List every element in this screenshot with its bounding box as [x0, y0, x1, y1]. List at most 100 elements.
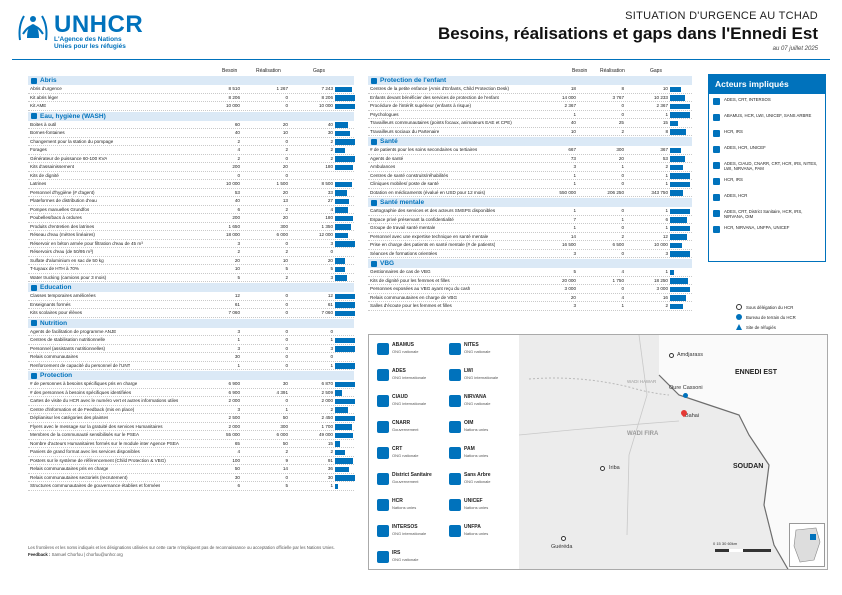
gap-value: 1: [665, 269, 668, 274]
table-row: Personnes exposées au VBG ayant reçu du …: [368, 285, 692, 294]
org-tagline: L'Agence des Nations Unies pour les réfug…: [54, 36, 126, 50]
row-label: Plateformes de distribution d'eau: [30, 198, 97, 203]
besoin-value: 55 000: [225, 432, 240, 437]
table-row: Posters sur le système de référencement …: [28, 457, 354, 465]
sector-icon: [713, 210, 720, 217]
gap-bar: [335, 310, 355, 316]
realisation-value: 9: [285, 457, 288, 463]
actors-title: Acteurs impliqués: [709, 75, 825, 94]
besoin-value: 6 900: [228, 389, 241, 395]
gap-value: 8 500: [321, 181, 334, 186]
section-header: Protection de l'enfant: [368, 76, 692, 85]
realisation-value: 0: [285, 310, 288, 315]
actors-panel: Acteurs impliqués ADES, CRT, INTERSOS ABA…: [708, 74, 826, 262]
gap-value: 2 000: [321, 398, 334, 403]
map-scale: 0 15 30 60km: [713, 541, 738, 546]
table-row: Latrines 10 000 1 500 8 500: [28, 180, 354, 189]
table-row: Pompes manuelles Grundfos 6 2 4: [28, 206, 354, 214]
gap-bar: [335, 466, 350, 472]
gap-value: 15: [662, 120, 668, 125]
realisation-value: 8: [621, 86, 624, 91]
gap-bar: [335, 215, 353, 221]
map-marker-iriba[interactable]: [600, 466, 605, 471]
realisation-value: 1 750: [612, 277, 625, 283]
map-label-bahai: Bahai: [685, 413, 700, 419]
middle-table: Besoin Réalisation Gaps Protection de l'…: [368, 66, 692, 311]
gap-value: 7 060: [321, 310, 334, 315]
gap-value: 343 750: [651, 189, 668, 195]
row-label: Flyers avec le message sur la gratuité d…: [30, 423, 163, 429]
table-row: Gestionnaires de cas de VBG 5 4 1: [368, 268, 692, 277]
sector-icon: [713, 114, 720, 121]
realisation-value: 10: [282, 257, 288, 263]
table-row: Centres de la petite enfance (Amis d'Enf…: [368, 85, 692, 94]
realisation-value: 0: [285, 354, 288, 359]
table-row: # de patients pour les soins secondaires…: [368, 146, 692, 155]
besoin-value: 3: [237, 345, 240, 351]
report-supertitle: SITUATION D'URGENCE AU TCHAD: [625, 10, 818, 22]
realisation-value: 0: [285, 337, 288, 342]
inset-map: [789, 523, 825, 567]
gap-bar: [670, 269, 674, 275]
row-label: Cliniques mobiles/ poste de santé: [370, 181, 439, 186]
row-label: Séances de formations orientées: [370, 250, 438, 256]
partner-logo-icon: [449, 447, 461, 459]
left-table: Besoin Réalisation Gaps Abris Abris d'urg…: [28, 66, 355, 491]
map-marker-oure-cassoni[interactable]: [683, 393, 688, 398]
partner-item: INTERSOS ONG internationale: [377, 524, 451, 537]
gap-value: 12: [327, 293, 333, 298]
gap-value: 2: [330, 406, 333, 412]
gap-value: 8 206: [321, 94, 334, 100]
table-row: Structures communautaires de gouvernance…: [28, 482, 354, 491]
row-label: Personnes exposées au VBG ayant reçu du …: [370, 286, 471, 291]
besoin-value: 5: [573, 269, 576, 274]
column-gaps: Gaps: [650, 68, 662, 74]
besoin-value: 73: [570, 155, 576, 161]
gap-bar: [335, 302, 355, 308]
gap-bar: [670, 95, 685, 101]
map-marker-amdjarass[interactable]: [669, 353, 674, 358]
partner-item: CNARR Gouvernement: [377, 420, 451, 433]
realisation-value: 0: [621, 250, 624, 256]
table-row: Cliniques mobiles/ poste de santé 1 0 1: [368, 180, 692, 189]
gap-value: 10: [662, 86, 668, 91]
besoin-value: 3: [573, 164, 576, 169]
realisation-value: 2: [285, 206, 288, 212]
partner-item: HCR Nations unies: [377, 498, 451, 511]
legend-item: Sous délégation du HCR: [736, 302, 836, 312]
gap-value: 0: [330, 328, 333, 334]
partner-logo-icon: [377, 343, 389, 355]
row-label: Posters sur le système de référencement …: [30, 457, 166, 463]
sector-icon: [31, 320, 37, 326]
gap-bar: [670, 208, 690, 214]
realisation-value: 10: [282, 130, 288, 135]
area-map[interactable]: ABAMUS ONG nationale NITES ONG nationale ADE…: [368, 334, 828, 570]
gap-bar: [670, 181, 690, 187]
gap-value: 53: [662, 155, 668, 161]
realisation-value: 1: [621, 164, 624, 169]
realisation-value: 0: [621, 286, 624, 291]
gap-value: 2 509: [321, 389, 334, 395]
gap-bar: [335, 449, 345, 455]
gap-value: 3: [330, 240, 333, 246]
table-row: Kits d'assainissement 200 20 180: [28, 163, 354, 172]
sector-icon: [371, 77, 377, 84]
section-header: Nutrition: [28, 318, 354, 328]
map-scale-bar: [715, 549, 771, 552]
map-marker-guereda[interactable]: [561, 536, 566, 541]
gap-bar: [670, 234, 688, 240]
realisation-value: 4: [621, 269, 624, 274]
row-label: Water trucking (camions pour 3 mois): [30, 274, 107, 280]
row-label: Kits d'assainissement: [30, 164, 75, 169]
row-label: Réservoirs d'eau (de 50/95 m³): [30, 249, 94, 254]
actor-entry: ADES, HCR: [709, 193, 825, 206]
partner-item: NITES ONG nationale: [449, 342, 523, 355]
gap-bar: [335, 147, 345, 153]
row-label: Salles d'écoute pour les femmes et fille…: [370, 303, 452, 308]
realisation-value: 20: [282, 215, 288, 220]
gap-value: 40: [327, 121, 333, 127]
table-row: Nombre d'acteurs Humanitaires formés sur…: [28, 440, 354, 448]
footer: Les frontières et les noms indiqués et l…: [28, 545, 358, 558]
gap-bar: [335, 381, 355, 387]
column-besoin: Besoin: [222, 68, 238, 74]
